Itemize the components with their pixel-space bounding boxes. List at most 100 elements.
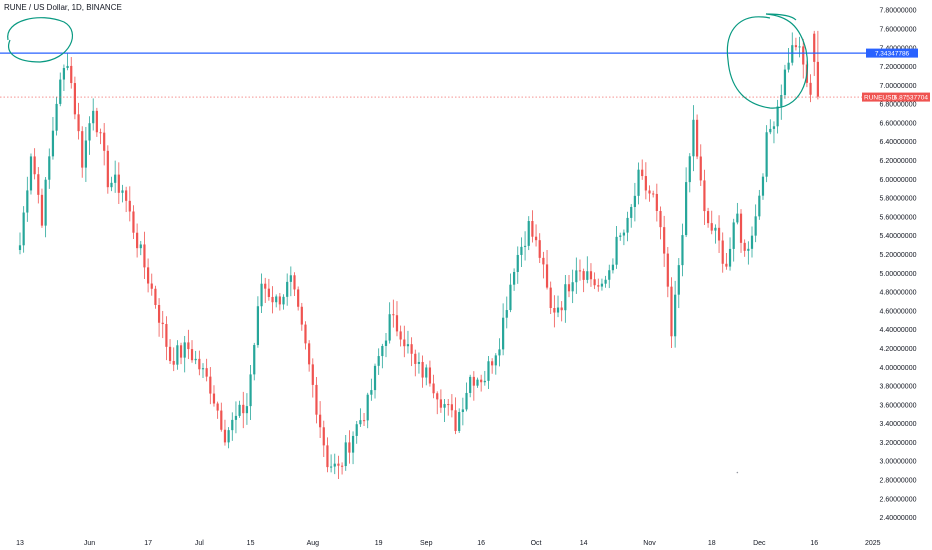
candle-body xyxy=(472,376,475,386)
x-tick-label: 2025 xyxy=(865,540,881,547)
y-tick-label: 6.00000000 xyxy=(880,177,917,184)
candle-body xyxy=(147,267,150,284)
candle-body xyxy=(315,384,318,415)
candle-body xyxy=(538,240,541,258)
candle-body xyxy=(231,419,234,431)
y-tick-label: 5.00000000 xyxy=(880,271,917,278)
candle-body xyxy=(476,379,479,386)
candle-body xyxy=(190,349,194,361)
stray-point xyxy=(736,471,739,474)
candle-body xyxy=(168,346,172,361)
candle-body xyxy=(417,361,421,364)
candle-body xyxy=(432,383,435,394)
candle-body xyxy=(110,182,113,188)
candle-body xyxy=(154,288,157,305)
candle-body xyxy=(136,232,139,249)
candle-body xyxy=(436,393,439,400)
candle-body xyxy=(264,283,267,289)
candle-body xyxy=(534,236,538,241)
overlays-layer xyxy=(0,13,866,109)
candle-body xyxy=(245,406,249,414)
candle-body xyxy=(798,46,801,48)
candle-body xyxy=(461,409,464,413)
candle-body xyxy=(59,79,62,104)
candle-body xyxy=(172,360,175,365)
candle-body xyxy=(743,242,746,251)
candle-body xyxy=(300,306,303,325)
candle-body xyxy=(223,429,227,443)
y-tick-label: 3.20000000 xyxy=(880,440,917,447)
y-tick-label: 6.40000000 xyxy=(880,139,917,146)
x-tick-label: Aug xyxy=(307,540,320,547)
candle-body xyxy=(362,420,366,422)
candle-body xyxy=(22,212,25,246)
candle-body xyxy=(293,275,296,290)
y-tick-label: 7.00000000 xyxy=(880,83,917,90)
y-tick-label: 3.60000000 xyxy=(880,402,917,409)
candle-body xyxy=(425,367,428,378)
candle-body xyxy=(483,380,486,383)
candle-body xyxy=(165,324,168,347)
candle-body xyxy=(564,284,567,311)
candle-body xyxy=(542,257,545,265)
candle-body xyxy=(747,248,750,251)
candle-body xyxy=(414,353,417,364)
candle-body xyxy=(780,95,783,107)
candle-body xyxy=(161,322,164,325)
candle-body xyxy=(66,65,69,69)
candle-body xyxy=(92,110,95,124)
candle-body xyxy=(132,211,135,233)
candle-body xyxy=(183,342,186,358)
candle-body xyxy=(157,304,161,323)
candle-body xyxy=(340,465,344,467)
candle-body xyxy=(502,317,505,350)
candle-body xyxy=(783,69,787,96)
candle-body xyxy=(212,393,216,404)
candle-body xyxy=(421,361,424,378)
candle-body xyxy=(655,193,658,211)
candle-body xyxy=(216,403,219,411)
candle-body xyxy=(644,176,647,191)
candle-body xyxy=(388,314,391,341)
x-tick-label: 16 xyxy=(810,540,818,547)
candle-body xyxy=(278,296,281,305)
candle-body xyxy=(721,240,724,264)
hline-price-badge xyxy=(866,48,918,58)
candle-body xyxy=(685,182,688,236)
candle-body xyxy=(567,284,571,292)
candle-body xyxy=(26,190,29,213)
y-tick-label: 7.60000000 xyxy=(880,26,917,33)
candle-body xyxy=(754,216,757,236)
candle-body xyxy=(253,345,256,375)
candle-body xyxy=(95,110,98,133)
last-price-value: 6.87537704 xyxy=(894,95,929,102)
candle-body xyxy=(29,156,33,191)
candle-body xyxy=(106,150,109,188)
x-tick-label: 16 xyxy=(477,540,485,547)
y-tick-label: 7.20000000 xyxy=(880,64,917,71)
x-tick-label: 13 xyxy=(16,540,24,547)
candle-body xyxy=(187,342,190,350)
candle-body xyxy=(322,427,325,446)
candle-body xyxy=(99,132,102,134)
y-tick-label: 5.20000000 xyxy=(880,252,917,259)
candle-body xyxy=(238,404,241,416)
candle-body xyxy=(121,190,124,193)
hline-price-badge-text: 7.34347786 xyxy=(875,51,910,58)
candle-body xyxy=(619,235,622,237)
y-tick-label: 4.80000000 xyxy=(880,290,917,297)
x-tick-label: 14 xyxy=(580,540,588,547)
candle-body xyxy=(410,344,413,354)
candle-body xyxy=(114,174,117,183)
candle-body xyxy=(359,420,362,425)
x-tick-label: Dec xyxy=(753,540,766,547)
candle-body xyxy=(556,307,560,313)
candle-body xyxy=(308,343,311,365)
candle-body xyxy=(319,414,322,428)
candle-body xyxy=(373,365,377,391)
candle-body xyxy=(465,392,468,410)
candles-layer xyxy=(18,30,819,479)
y-tick-label: 4.40000000 xyxy=(880,327,917,334)
candle-body xyxy=(523,245,527,247)
